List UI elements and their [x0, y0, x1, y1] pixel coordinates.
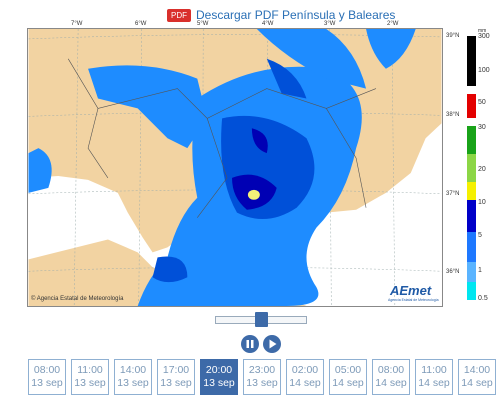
time-button-time: 14:00: [119, 364, 147, 376]
time-button-date: 14 sep: [418, 377, 450, 389]
rain-peak: [247, 189, 260, 200]
longitude-label: 4°W: [262, 21, 274, 27]
time-button-date: 14 sep: [461, 377, 493, 389]
legend-label: 20: [478, 166, 486, 173]
legend-label: 5: [478, 232, 482, 239]
logo: AEmet: [390, 283, 432, 298]
longitude-label: 7°W: [71, 21, 83, 27]
time-button-time: 14:00: [463, 364, 491, 376]
download-link[interactable]: Descargar PDF Península y Baleares: [196, 8, 396, 22]
time-button-time: 20:00: [205, 364, 233, 376]
time-button[interactable]: 17:00 13 sep: [157, 359, 195, 395]
pause-button[interactable]: [241, 335, 259, 353]
time-button[interactable]: 23:00 13 sep: [243, 359, 281, 395]
longitude-label: 3°W: [324, 21, 336, 27]
latitude-label: 36°N: [446, 269, 460, 275]
time-button-date: 14 sep: [332, 377, 364, 389]
time-button-time: 08:00: [33, 364, 61, 376]
time-button[interactable]: 11:00 14 sep: [415, 359, 453, 395]
time-button-date: 13 sep: [246, 377, 278, 389]
time-button-time: 05:00: [334, 364, 362, 376]
pdf-badge[interactable]: PDF: [167, 9, 191, 22]
time-button-time: 17:00: [162, 364, 190, 376]
legend-label: 1: [478, 267, 482, 274]
time-button[interactable]: 08:00 14 sep: [372, 359, 410, 395]
time-button-date: 13 sep: [203, 377, 235, 389]
legend-label: 0.5: [478, 295, 488, 302]
legend-colorbar: [467, 36, 476, 300]
latitude-label: 39°N: [446, 33, 460, 39]
time-button-date: 13 sep: [160, 377, 192, 389]
legend-label: 50: [478, 99, 486, 106]
header: PDF Descargar PDF Península y Baleares: [0, 8, 504, 26]
slider-thumb[interactable]: [255, 312, 268, 327]
time-button[interactable]: 05:00 14 sep: [329, 359, 367, 395]
longitude-label: 2°W: [387, 21, 399, 27]
latitude-label: 38°N: [446, 112, 460, 118]
borders: [67, 58, 377, 218]
time-button-date: 14 sep: [289, 377, 321, 389]
time-button[interactable]: 14:00 13 sep: [114, 359, 152, 395]
time-button-date: 13 sep: [117, 377, 149, 389]
time-button-time: 08:00: [377, 364, 405, 376]
longitude-label: 6°W: [135, 21, 147, 27]
play-button[interactable]: [263, 335, 281, 353]
legend-unit: mm: [478, 28, 487, 34]
legend-label: 100: [478, 67, 490, 74]
legend-label: 10: [478, 199, 486, 206]
legend-label: 30: [478, 124, 486, 131]
precipitation-map: [27, 28, 443, 307]
time-button-date: 14 sep: [375, 377, 407, 389]
latitude-label: 37°N: [446, 191, 460, 197]
legend-label: 300: [478, 33, 490, 40]
time-button-date: 13 sep: [74, 377, 106, 389]
time-button-time: 11:00: [77, 364, 103, 376]
time-button[interactable]: 20:00 13 sep: [200, 359, 238, 395]
logo-subtitle: Agencia Estatal de Meteorología: [388, 298, 439, 302]
time-button[interactable]: 08:00 13 sep: [28, 359, 66, 395]
time-button-date: 13 sep: [31, 377, 63, 389]
time-button[interactable]: 11:00 13 sep: [71, 359, 109, 395]
time-button[interactable]: 14:00 14 sep: [458, 359, 496, 395]
time-button[interactable]: 02:00 14 sep: [286, 359, 324, 395]
time-button-time: 02:00: [291, 364, 319, 376]
time-button-time: 23:00: [248, 364, 276, 376]
longitude-label: 5°W: [197, 21, 209, 27]
copyright: © Agencia Estatal de Meteorología: [31, 296, 124, 302]
time-button-time: 11:00: [421, 364, 447, 376]
